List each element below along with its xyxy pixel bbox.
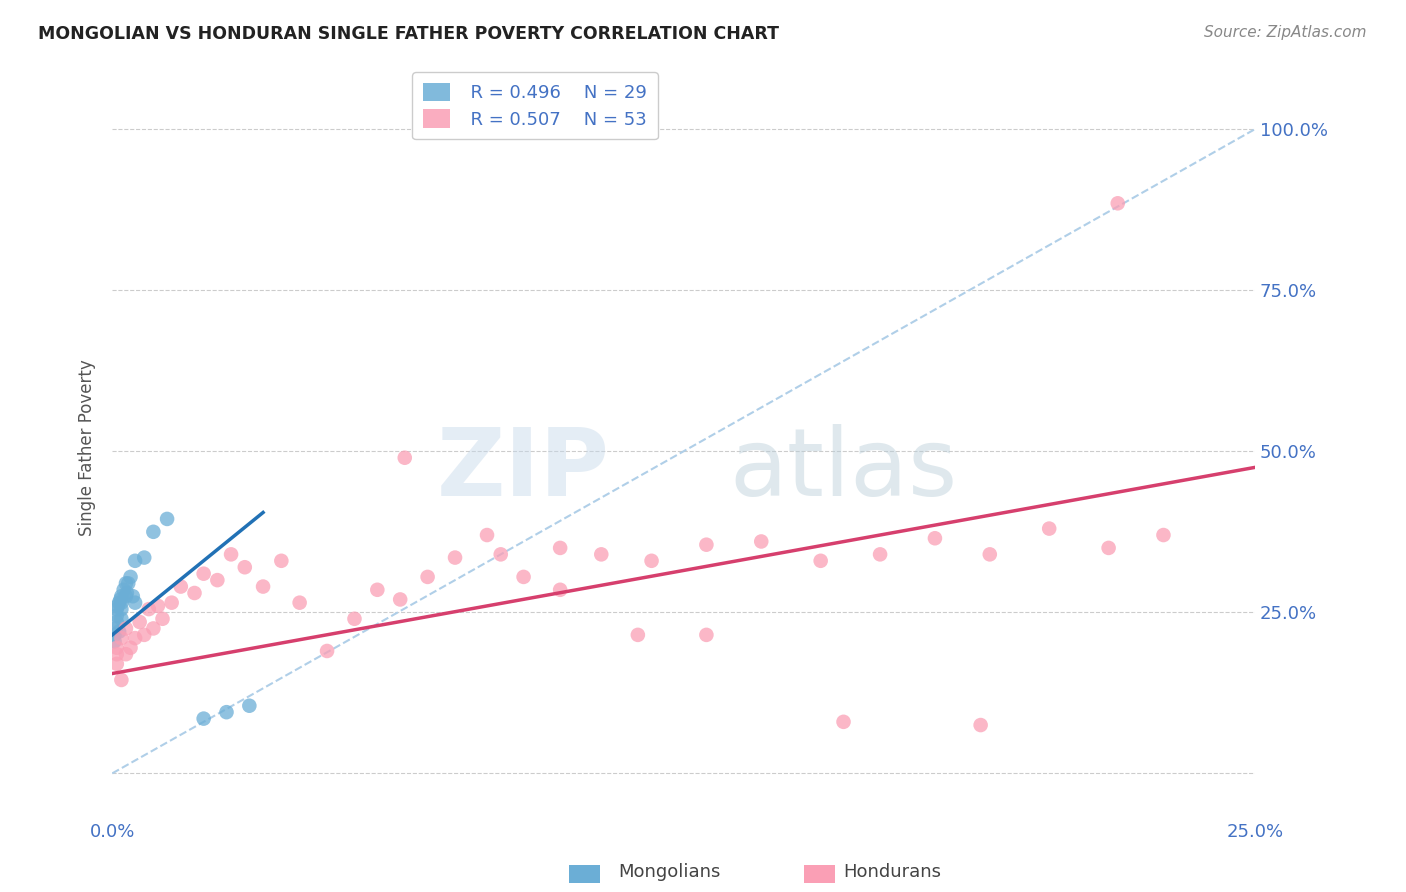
- Point: [115, 622, 138, 636]
- Point: [512, 570, 534, 584]
- Legend:   R = 0.496    N = 29,   R = 0.507    N = 53: R = 0.496 N = 29, R = 0.507 N = 53: [412, 72, 658, 139]
- Point: [394, 450, 416, 465]
- Point: [128, 615, 150, 629]
- Text: ZIP: ZIP: [436, 425, 609, 516]
- Point: [108, 596, 131, 610]
- Point: [924, 531, 946, 545]
- Point: [416, 570, 439, 584]
- Point: [105, 615, 128, 629]
- Point: [105, 640, 128, 655]
- Point: [219, 547, 242, 561]
- Point: [110, 631, 132, 645]
- Point: [548, 541, 571, 555]
- Point: [110, 596, 132, 610]
- Point: [103, 628, 125, 642]
- Point: [105, 657, 128, 671]
- Point: [107, 599, 129, 613]
- Text: Source: ZipAtlas.com: Source: ZipAtlas.com: [1204, 25, 1367, 40]
- Point: [124, 596, 146, 610]
- Point: [110, 673, 132, 687]
- Point: [105, 647, 128, 661]
- Point: [591, 547, 613, 561]
- Point: [110, 612, 132, 626]
- Point: [548, 582, 571, 597]
- Point: [979, 547, 1001, 561]
- Point: [207, 573, 229, 587]
- Point: [270, 554, 292, 568]
- Point: [121, 589, 143, 603]
- Point: [112, 582, 135, 597]
- Point: [115, 589, 138, 603]
- Point: [160, 596, 183, 610]
- Point: [252, 580, 274, 594]
- Point: [110, 592, 132, 607]
- Point: [146, 599, 169, 613]
- Point: [110, 602, 132, 616]
- Point: [117, 576, 139, 591]
- Point: [115, 586, 138, 600]
- Point: [142, 622, 165, 636]
- Y-axis label: Single Father Poverty: Single Father Poverty: [79, 359, 96, 536]
- Point: [640, 554, 662, 568]
- Point: [1097, 541, 1119, 555]
- Point: [316, 644, 339, 658]
- Point: [103, 634, 125, 648]
- Point: [1107, 196, 1129, 211]
- Point: [366, 582, 388, 597]
- Point: [238, 698, 260, 713]
- Point: [1038, 522, 1060, 536]
- Point: [193, 712, 215, 726]
- Point: [115, 576, 138, 591]
- Point: [104, 622, 127, 636]
- Text: Mongolians: Mongolians: [619, 863, 721, 881]
- Point: [233, 560, 256, 574]
- Point: [832, 714, 855, 729]
- Point: [134, 550, 156, 565]
- Point: [138, 602, 160, 616]
- Point: [142, 524, 165, 539]
- Text: Hondurans: Hondurans: [844, 863, 942, 881]
- Point: [389, 592, 412, 607]
- Point: [969, 718, 991, 732]
- Point: [343, 612, 366, 626]
- Point: [695, 628, 717, 642]
- Text: MONGOLIAN VS HONDURAN SINGLE FATHER POVERTY CORRELATION CHART: MONGOLIAN VS HONDURAN SINGLE FATHER POVE…: [38, 25, 779, 43]
- Point: [1152, 528, 1174, 542]
- Point: [108, 624, 131, 639]
- Point: [215, 705, 238, 719]
- Point: [749, 534, 772, 549]
- Point: [288, 596, 311, 610]
- Point: [110, 589, 132, 603]
- Point: [124, 631, 146, 645]
- Point: [115, 647, 138, 661]
- Point: [489, 547, 512, 561]
- Point: [444, 550, 467, 565]
- Point: [170, 580, 193, 594]
- Point: [695, 538, 717, 552]
- Text: atlas: atlas: [730, 425, 957, 516]
- Point: [105, 602, 128, 616]
- Point: [124, 554, 146, 568]
- Point: [810, 554, 832, 568]
- Point: [134, 628, 156, 642]
- Point: [105, 608, 128, 623]
- Point: [475, 528, 498, 542]
- Point: [152, 612, 174, 626]
- Point: [869, 547, 891, 561]
- Point: [120, 640, 142, 655]
- Point: [156, 512, 179, 526]
- Point: [627, 628, 650, 642]
- Point: [120, 570, 142, 584]
- Point: [193, 566, 215, 581]
- Point: [183, 586, 205, 600]
